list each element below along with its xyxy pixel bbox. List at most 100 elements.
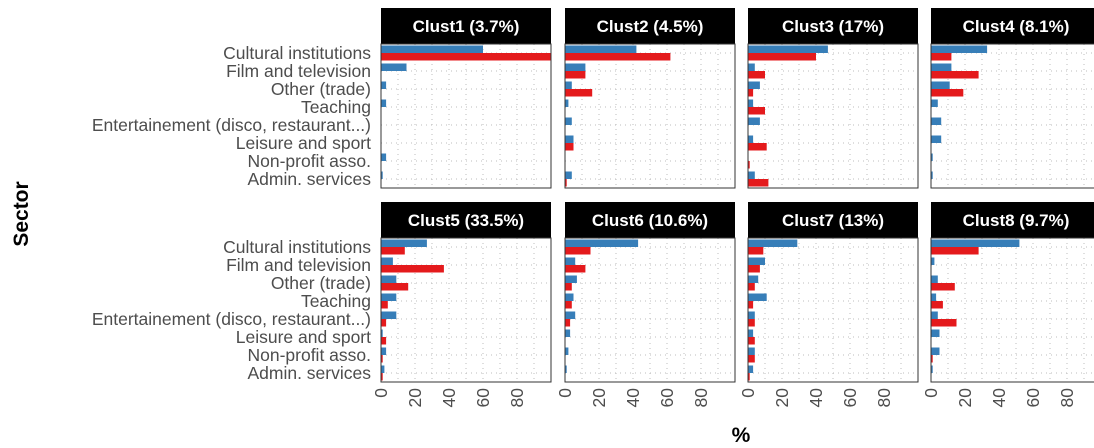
panel-border [564,237,736,383]
bar-red [748,301,754,309]
bar-red [748,319,755,327]
x-tick-label: 20 [955,388,975,408]
bar-red [748,265,760,273]
bar-red [931,319,957,327]
bar-red [748,89,754,97]
y-tick-label: Admin. services [247,363,371,383]
strip-header [748,202,918,238]
x-tick-label: 80 [691,388,711,408]
y-tick-label: Cultural institutions [223,237,371,257]
y-tick-label: Non-profit asso. [247,345,371,365]
bar-blue [748,99,754,107]
bar-blue [565,45,637,53]
strip-title: Clust8 (9.7%) [963,211,1070,230]
bar-blue [748,171,755,179]
bar-red [931,247,979,255]
bar-blue [931,311,938,319]
bar-blue [931,329,940,337]
bar-red [565,265,586,273]
bar-blue [381,171,383,179]
panel-border [380,237,552,383]
bar-red [748,143,767,151]
bar-red [565,143,574,151]
panel-border [380,43,552,189]
x-tick-label: 20 [405,388,425,408]
x-tick-label: 60 [657,388,677,408]
bar-blue [931,81,950,89]
bar-blue [931,171,933,179]
bar-blue [565,135,574,143]
x-tick-label: 60 [473,388,493,408]
bar-blue [565,117,572,125]
strip-header [748,8,918,44]
bar-blue [748,347,755,355]
bar-blue [931,153,933,161]
bar-red [381,355,383,363]
bar-blue [931,257,935,265]
bar-blue [381,153,387,161]
strip-title: Clust1 (3.7%) [413,17,520,36]
bar-blue [565,63,586,71]
strip-title: Clust7 (13%) [782,211,884,230]
y-tick-label: Admin. services [247,169,371,189]
bar-blue [748,63,755,71]
bar-red [381,373,383,381]
bar-blue [381,347,387,355]
x-tick-label: 20 [589,388,609,408]
strip-header [381,8,551,44]
bar-blue [748,329,754,337]
bar-red [748,71,765,79]
bar-blue [381,81,387,89]
facet-panel: Clust4 (8.1%) [930,8,1094,189]
y-tick-label: Leisure and sport [236,327,371,347]
bar-blue [565,99,569,107]
x-tick-label: 60 [840,388,860,408]
y-tick-label: Entertainement (disco, restaurant...) [92,309,371,329]
bar-blue [565,275,577,283]
strip-title: Clust3 (17%) [782,17,884,36]
panel-border [747,237,919,383]
bar-blue [931,275,938,283]
bar-red [381,301,388,309]
y-tick-label: Teaching [301,291,371,311]
bar-red [565,179,567,187]
strip-title: Clust6 (10.6%) [592,211,708,230]
y-tick-label: Teaching [301,97,371,117]
bar-blue [748,135,754,143]
bar-red [565,301,572,309]
bar-blue [748,365,754,373]
y-tick-label: Entertainement (disco, restaurant...) [92,115,371,135]
bar-blue [931,293,937,301]
bar-blue [931,239,1020,247]
bar-blue [931,347,940,355]
bar-red [931,89,964,97]
x-tick-label: 40 [439,388,459,408]
y-tick-label: Other (trade) [271,273,371,293]
bar-red [931,301,943,309]
facet-panel: Clust6 (10.6%) 0 20 40 60 80 [555,202,736,408]
bar-red [565,319,571,327]
bar-blue [748,293,767,301]
bar-blue [931,135,942,143]
bar-red [381,283,409,291]
bar-blue [748,239,798,247]
bar-red [748,355,755,363]
bar-blue [748,117,760,125]
strip-header [565,8,735,44]
strip-header [931,202,1094,238]
bar-blue [931,63,952,71]
bar-blue [381,239,427,247]
bar-red [748,247,764,255]
bar-blue [931,99,938,107]
bar-blue [748,311,755,319]
facet-panel: Clust3 (17%) [747,8,919,189]
x-tick-label: 0 [738,388,758,398]
x-axis-title: % [732,424,751,447]
bar-blue [931,117,942,125]
bar-red [565,89,593,97]
x-tick-label: 40 [989,388,1009,408]
bar-red [748,283,755,291]
bar-red [931,53,952,61]
